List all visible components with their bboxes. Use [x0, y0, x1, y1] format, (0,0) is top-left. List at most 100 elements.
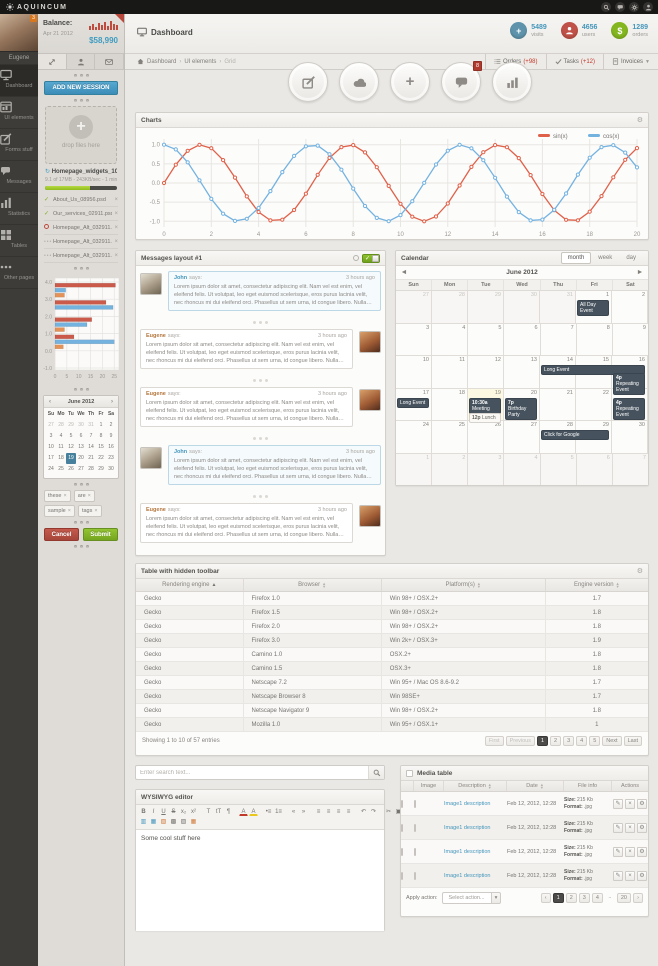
mini-cal-day[interactable]: 7 [89, 433, 93, 439]
remove-file-icon[interactable]: × [114, 196, 118, 203]
file-list-item[interactable]: ✓ About_Us_08956.psd × [44, 193, 118, 207]
media-column-description[interactable]: Description ▲ ▼ [444, 781, 507, 791]
calendar-event[interactable]: 7p Birthday Party [505, 397, 537, 420]
mini-cal-day[interactable]: 9 [109, 433, 113, 439]
calendar-view-month[interactable]: month [560, 252, 592, 264]
calendar-event[interactable]: 12p Lunch [468, 412, 501, 423]
editor-tool-bgcolor[interactable]: A [249, 807, 258, 816]
editor-tool-paste-plain[interactable]: ▥ [140, 819, 147, 825]
mini-cal-day[interactable]: 11 [58, 444, 64, 450]
plus-action-button[interactable]: + [390, 62, 430, 102]
prev-month-icon[interactable]: ◄ [400, 269, 408, 276]
file-list-item[interactable]: •••Homepage_Alt_032911.psd× [44, 235, 118, 249]
file-list-item[interactable]: ✓ Our_services_02911.psd × [44, 207, 118, 221]
media-description-link[interactable]: Image1 description [444, 872, 491, 879]
table-row[interactable]: Gecko Netscape Browser 8 Win 98SE+ 1.7 [136, 690, 648, 704]
mini-cal-day[interactable]: 14 [88, 444, 94, 450]
editor-tool-indent[interactable]: » [301, 809, 306, 815]
message-author[interactable]: Eugene [146, 333, 166, 339]
calendar-day-cell[interactable]: 6 [504, 323, 541, 355]
mini-cal-day[interactable]: 28 [58, 422, 64, 428]
home-icon[interactable] [137, 58, 144, 65]
page-button-2[interactable]: 2 [565, 893, 577, 903]
chat-action-button[interactable]: 8 [441, 61, 482, 102]
breadcrumb-item-dashboard[interactable]: Dashboard [147, 58, 177, 65]
media-column-date[interactable]: Date ▲ ▼ [507, 781, 564, 791]
editor-tool-color[interactable]: A [239, 807, 248, 816]
prev-month-icon[interactable]: ‹ [49, 398, 51, 405]
row-checkbox[interactable] [401, 823, 403, 832]
stat-visits[interactable]: +5489 visits [510, 22, 547, 39]
row-checkbox[interactable] [401, 799, 403, 808]
media-thumbnail[interactable] [414, 871, 416, 880]
gear-icon[interactable]: ⚙ [636, 567, 643, 575]
editor-tool-sup[interactable]: x² [191, 809, 196, 815]
mini-cal-day[interactable]: 23 [108, 455, 114, 461]
mini-cal-day[interactable]: 27 [48, 422, 54, 428]
calendar-day-cell[interactable]: 7 [540, 323, 577, 355]
media-thumbnail[interactable] [414, 823, 416, 832]
sidebar-item-ui-elements[interactable]: UI elements [0, 97, 38, 129]
calendar-day-cell[interactable]: 30 [612, 421, 648, 453]
mini-cal-day[interactable]: 6 [79, 433, 83, 439]
page-button-last[interactable]: Last [623, 736, 642, 746]
sidebar-item-dashboard[interactable]: Dashboard [0, 65, 38, 97]
tasks-button[interactable]: Tasks (+12) [545, 53, 604, 70]
table-row[interactable]: Gecko Camino 1.0 OSX.2+ 1.8 [136, 648, 648, 662]
mini-cal-day[interactable]: 5 [69, 433, 73, 439]
edit-icon[interactable]: ✎ [613, 822, 623, 833]
select-all-checkbox[interactable] [406, 769, 413, 777]
calendar-day-cell[interactable]: 22 [576, 388, 612, 420]
calendar-view-week[interactable]: week [598, 255, 613, 261]
page-button-next[interactable]: Next [602, 736, 622, 746]
mini-cal-day[interactable]: 1 [99, 422, 103, 428]
calendar-view-day[interactable]: day [626, 255, 636, 261]
editor-tool-strike[interactable]: S [171, 809, 176, 815]
calendar-day-cell[interactable]: 4 [432, 323, 469, 355]
calendar-day-cell[interactable]: 3 [468, 453, 505, 485]
calendar-event[interactable]: Click for Google [540, 430, 609, 440]
calendar-day-cell[interactable]: 1 [396, 453, 433, 485]
compose-action-button[interactable] [288, 62, 328, 102]
editor-tool-clear[interactable]: ▩ [170, 819, 177, 825]
next-month-icon[interactable]: ► [636, 269, 644, 276]
editor-tool-justify[interactable]: ≡ [346, 809, 351, 815]
tag-chip-these[interactable]: these × [44, 490, 71, 502]
sidebar-item-forms-stuff[interactable]: Forms stuff [0, 129, 38, 161]
edit-icon[interactable]: ✎ [613, 870, 623, 881]
mini-cal-day[interactable]: 30 [108, 466, 114, 472]
table-row[interactable]: Gecko Mozilla 1.0 Win 95+ / OSX.1+ 1 [136, 718, 648, 732]
page-button-previous[interactable]: Previous [505, 736, 535, 746]
mini-cal-day[interactable]: 15 [98, 444, 104, 450]
message-author[interactable]: Eugene [146, 391, 166, 397]
calendar-day-cell[interactable]: 9 [612, 323, 648, 355]
side-tab-envelope[interactable] [95, 54, 125, 69]
message-bubble[interactable]: Eugene says: 3 hours ago Lorem ipsum dolor … [140, 387, 353, 427]
editor-tool-copy[interactable]: ▣ [395, 809, 402, 815]
mini-cal-day[interactable]: 3 [49, 433, 53, 439]
row-checkbox[interactable] [401, 847, 403, 856]
stat-users[interactable]: 4656 users [560, 22, 597, 39]
calendar-day-cell[interactable]: 7 [612, 453, 648, 485]
editor-tool-cut[interactable]: ✂ [385, 809, 392, 815]
calendar-day-cell[interactable]: 29 [468, 291, 504, 323]
chevron-down-icon[interactable]: ▾ [491, 892, 502, 904]
message-bubble[interactable]: John says: 3 hours ago Lorem ipsum dolor si… [168, 271, 381, 311]
mini-cal-day[interactable]: 25 [58, 466, 64, 472]
calendar-event[interactable]: All Day Event [577, 300, 609, 316]
editor-tool-print[interactable]: ▨ [180, 819, 187, 825]
remove-file-icon[interactable]: × [114, 238, 118, 245]
mini-cal-day[interactable]: 10 [48, 444, 54, 450]
editor-tool-align-right[interactable]: ≡ [336, 809, 341, 815]
media-description-link[interactable]: Image1 description [444, 848, 491, 855]
table-row[interactable]: Gecko Firefox 1.5 Win 98+ / OSX.2+ 1.8 [136, 606, 648, 620]
table-row[interactable]: Gecko Camino 1.5 OSX.3+ 1.8 [136, 662, 648, 676]
delete-icon[interactable]: × [625, 870, 635, 881]
media-thumbnail[interactable] [414, 799, 416, 808]
message-author[interactable]: John [174, 275, 188, 281]
sidebar-item-statistics[interactable]: Statistics [0, 193, 38, 225]
calendar-day-cell[interactable]: 10 [396, 356, 432, 388]
side-tab-user[interactable] [67, 54, 96, 69]
remove-file-icon[interactable]: × [114, 252, 118, 259]
calendar-day-cell[interactable]: 5 [468, 323, 505, 355]
